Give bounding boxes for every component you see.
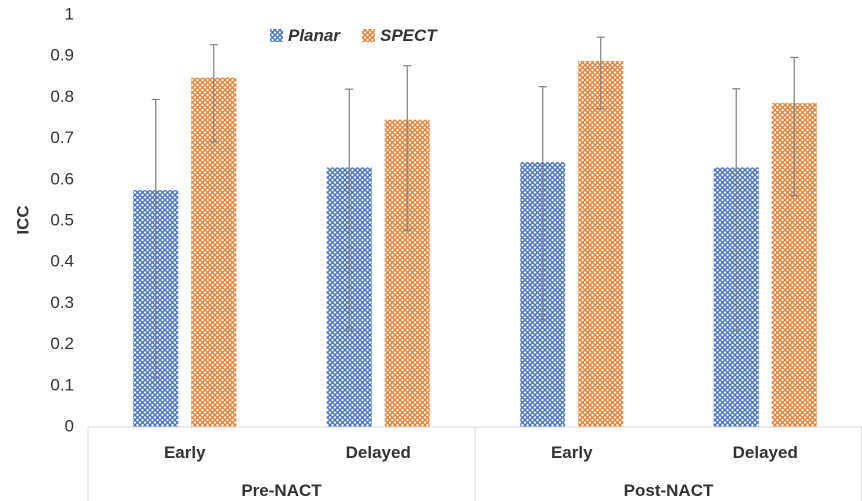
y-tick-label: 0.8: [50, 87, 74, 106]
y-tick-label: 0.7: [50, 128, 74, 147]
y-tick-label: 0.1: [50, 375, 74, 394]
y-tick-label: 0.3: [50, 293, 74, 312]
x-category-label: Early: [551, 443, 593, 462]
legend: Planar SPECT: [270, 26, 438, 45]
x-category-label: Early: [164, 443, 206, 462]
y-tick-label: 0.5: [50, 210, 74, 229]
legend-label-spect: SPECT: [380, 26, 438, 45]
x-category-label: Delayed: [346, 443, 411, 462]
y-tick-label: 0.6: [50, 169, 74, 188]
legend-swatch-spect: [362, 29, 375, 42]
y-axis-label: ICC: [13, 205, 32, 234]
y-axis-ticks: 0 0.1 0.2 0.3 0.4 0.5 0.6 0.7 0.8 0.9 1: [50, 4, 74, 435]
x-axis-categories: Early Delayed Early Delayed: [164, 443, 798, 462]
legend-label-planar: Planar: [288, 26, 341, 45]
x-axis-groups: Pre-NACT Post-NACT: [241, 481, 714, 500]
x-group-label: Post-NACT: [624, 481, 714, 500]
x-category-label: Delayed: [733, 443, 798, 462]
y-tick-label: 1: [65, 4, 74, 23]
x-group-label: Pre-NACT: [241, 481, 322, 500]
x-axis-frame: [87, 427, 862, 501]
bars-layer: [133, 61, 817, 428]
error-bars-layer: [151, 36, 799, 379]
bar-spect-2: [578, 61, 624, 427]
y-tick-label: 0: [65, 416, 74, 435]
y-tick-label: 0.2: [50, 334, 74, 353]
y-tick-label: 0.4: [50, 252, 74, 271]
legend-swatch-planar: [270, 29, 283, 42]
y-tick-label: 0.9: [50, 46, 74, 65]
